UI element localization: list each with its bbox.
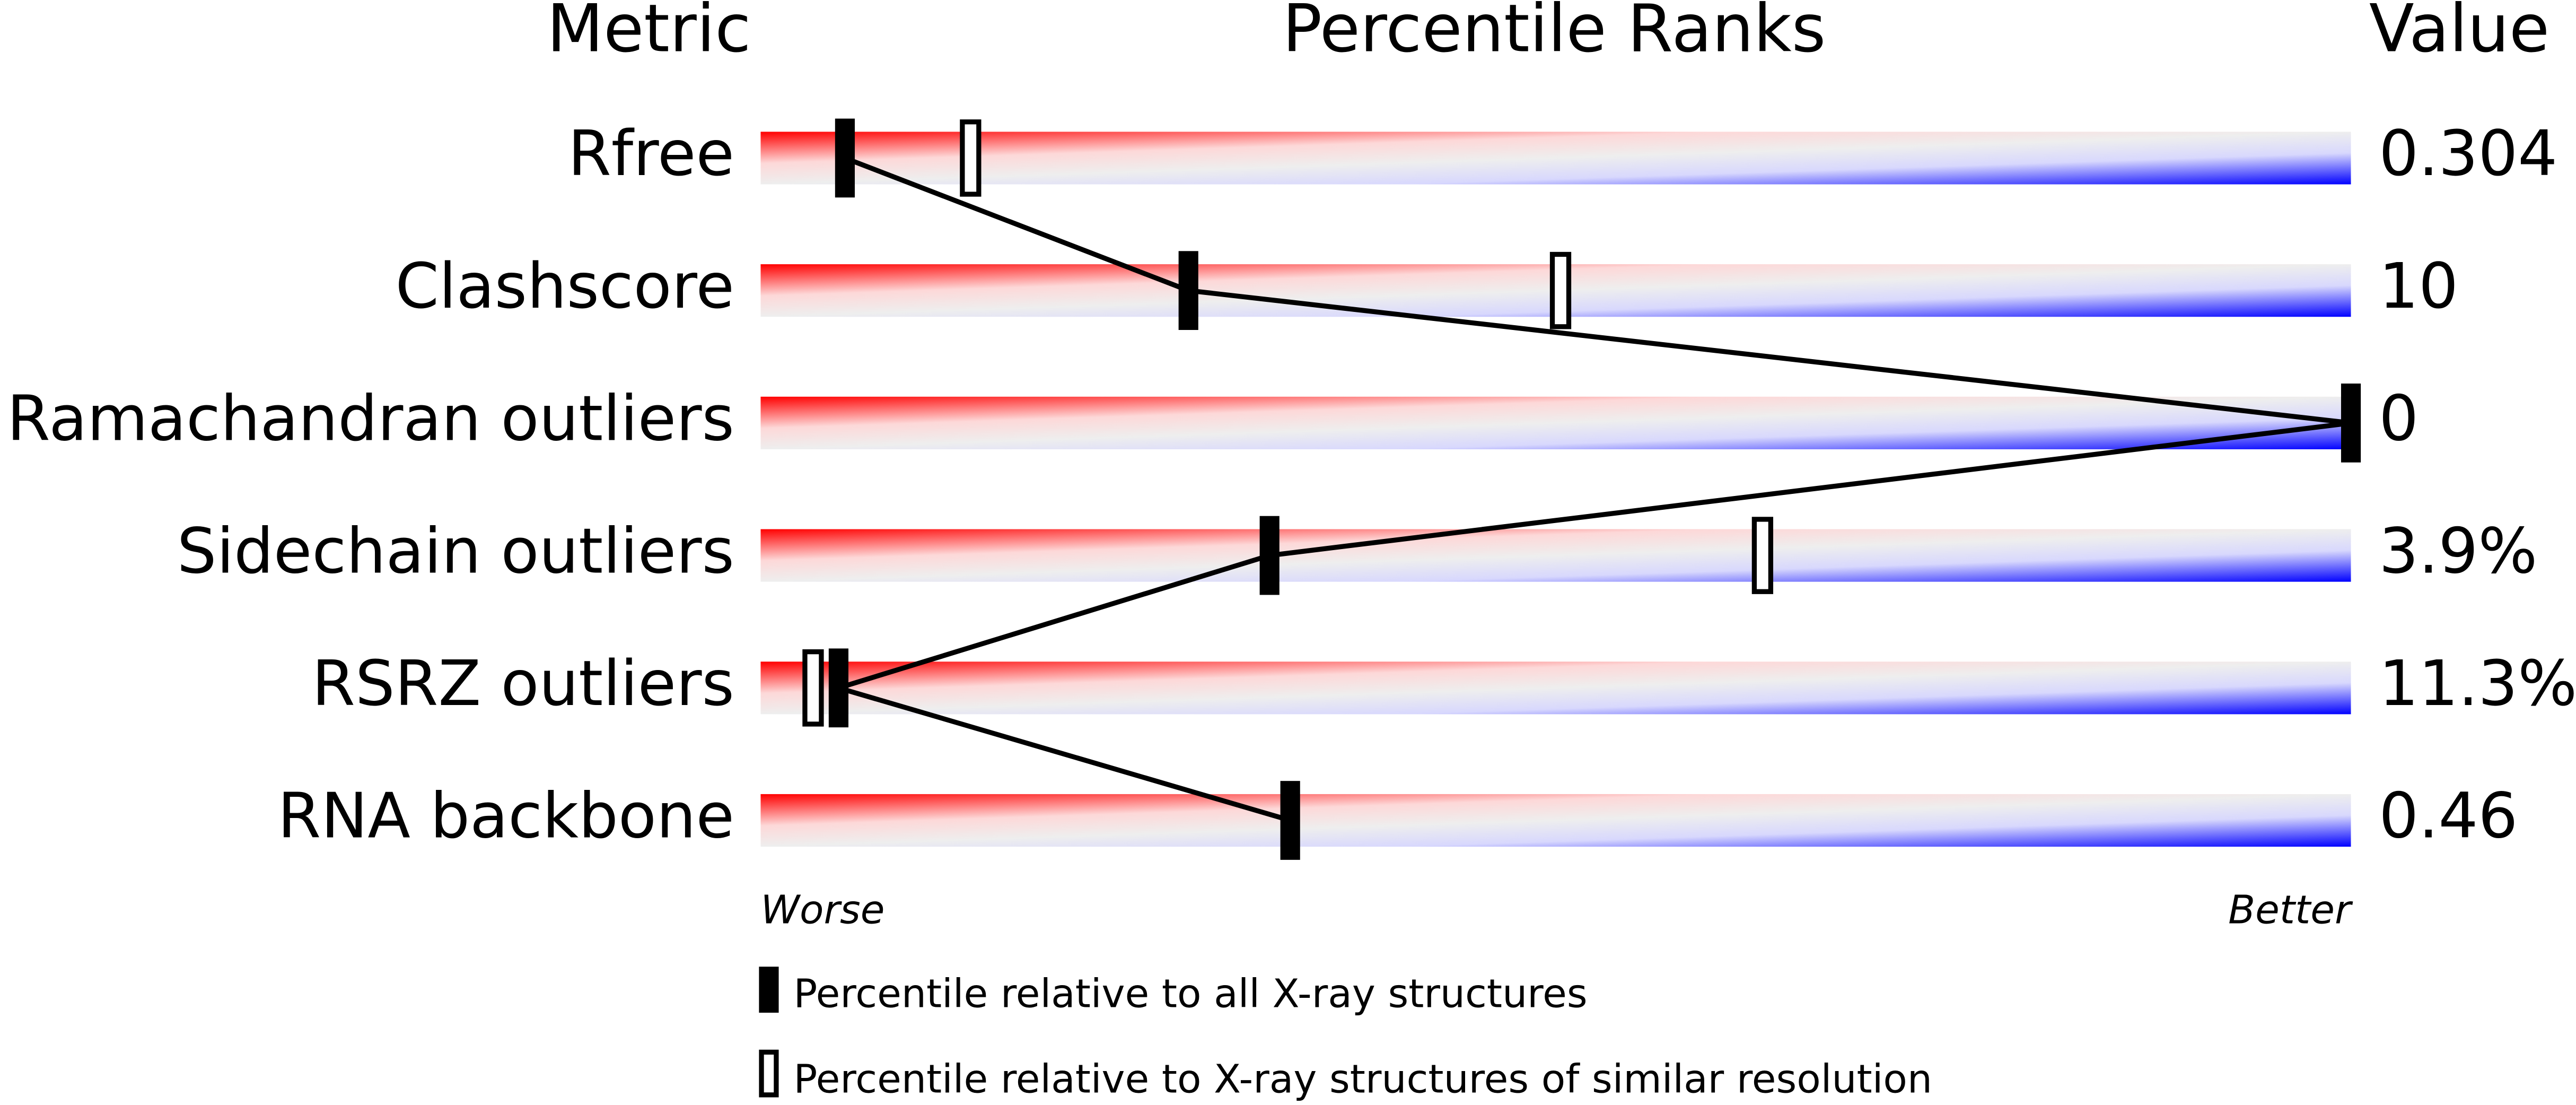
slider-bar bbox=[760, 794, 2351, 847]
worse-label: Worse bbox=[760, 887, 884, 933]
metric-value: 0 bbox=[2379, 382, 2419, 455]
metric-value: 0.304 bbox=[2379, 117, 2557, 190]
metric-value: 0.46 bbox=[2379, 780, 2518, 852]
legend-label: Percentile relative to all X-ray structu… bbox=[793, 971, 1587, 1017]
all-structures-marker bbox=[1178, 251, 1198, 330]
header-ranks: Percentile Ranks bbox=[1282, 0, 1826, 67]
legend-open-marker bbox=[759, 1049, 779, 1098]
legend-filled-marker bbox=[759, 967, 779, 1013]
header-metric: Metric bbox=[547, 0, 751, 67]
metric-value: 10 bbox=[2379, 250, 2458, 323]
metric-value: 11.3% bbox=[2379, 647, 2576, 720]
all-structures-marker bbox=[835, 118, 855, 198]
similar-resolution-marker bbox=[960, 119, 982, 197]
legend-label: Percentile relative to X-ray structures … bbox=[793, 1056, 1932, 1102]
metric-label: Clashscore bbox=[396, 250, 734, 323]
similar-resolution-marker bbox=[1549, 251, 1572, 329]
metric-value: 3.9% bbox=[2379, 515, 2537, 587]
better-label: Better bbox=[2228, 887, 2353, 933]
similar-resolution-marker bbox=[1751, 517, 1774, 594]
all-structures-marker bbox=[828, 648, 849, 728]
slider-bar bbox=[760, 529, 2351, 582]
all-structures-marker bbox=[1259, 516, 1280, 595]
header-value: Value bbox=[2369, 0, 2549, 67]
slider-bar bbox=[760, 396, 2351, 449]
slider-bar bbox=[760, 662, 2351, 715]
metric-label: RSRZ outliers bbox=[312, 647, 734, 720]
similar-resolution-marker bbox=[802, 649, 824, 727]
metric-label: Ramachandran outliers bbox=[7, 382, 734, 455]
metric-label: Sidechain outliers bbox=[177, 515, 734, 587]
slider-bar bbox=[760, 132, 2351, 185]
metric-label: RNA backbone bbox=[278, 780, 734, 852]
connector-line bbox=[830, 155, 2352, 823]
all-structures-marker bbox=[1280, 781, 1300, 860]
all-structures-marker bbox=[2341, 384, 2361, 463]
metric-label: Rfree bbox=[568, 117, 734, 190]
